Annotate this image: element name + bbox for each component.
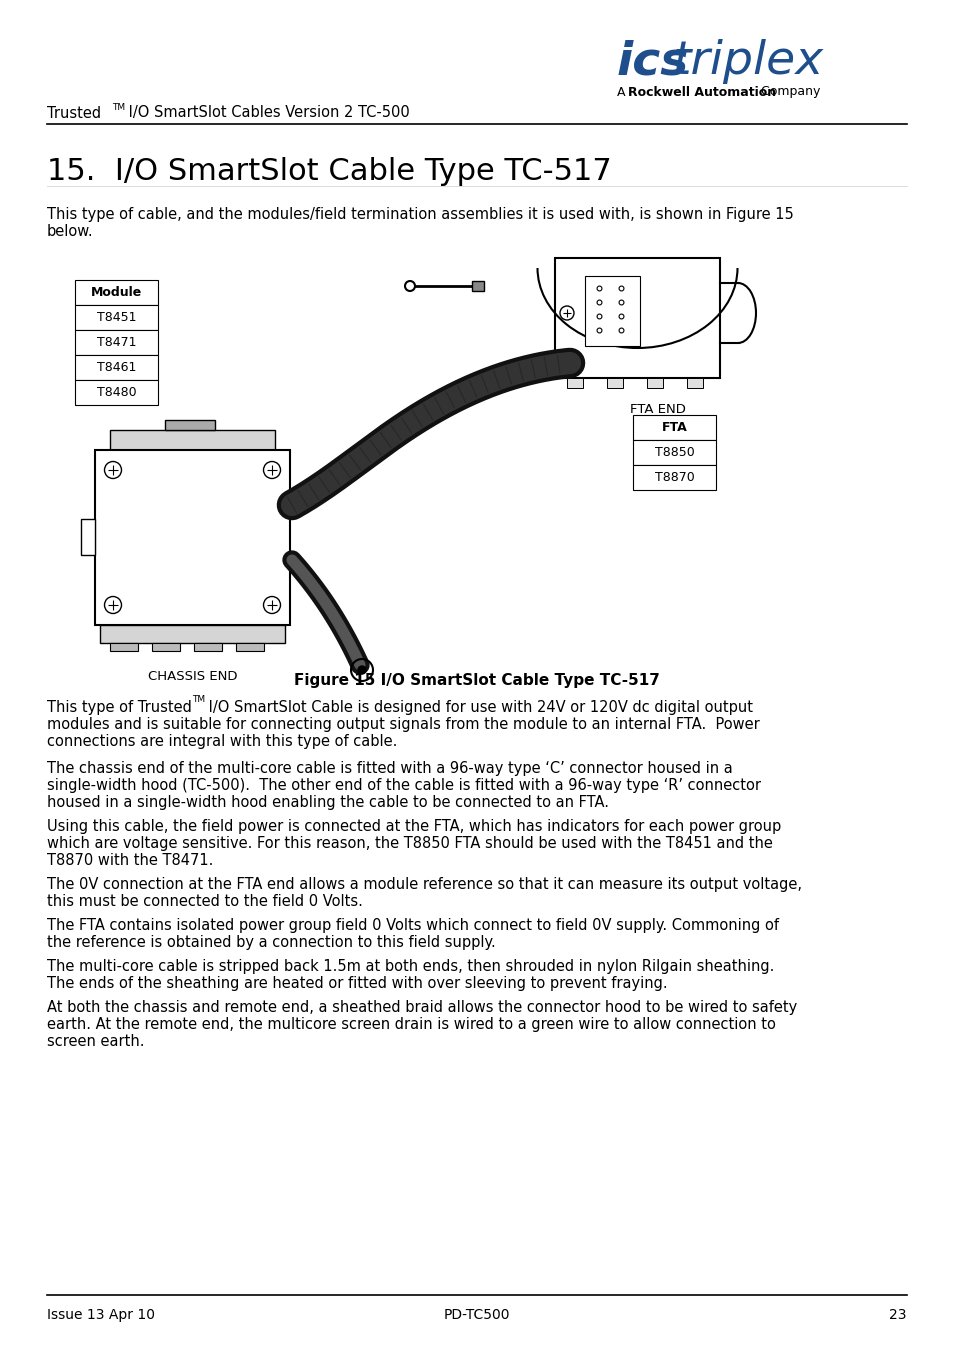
Text: The multi-core cable is stripped back 1.5m at both ends, then shrouded in nylon : The multi-core cable is stripped back 1.…: [47, 959, 774, 974]
Text: The FTA contains isolated power group field 0 Volts which connect to field 0V su: The FTA contains isolated power group fi…: [47, 917, 779, 934]
Bar: [100, 626, 285, 643]
Text: PD-TC500: PD-TC500: [443, 1308, 510, 1323]
Text: Issue 13 Apr 10: Issue 13 Apr 10: [47, 1308, 154, 1323]
Bar: [566, 378, 582, 388]
Bar: [633, 415, 716, 440]
Bar: [193, 643, 222, 651]
Text: screen earth.: screen earth.: [47, 1034, 144, 1048]
Text: Module: Module: [91, 286, 142, 299]
Bar: [95, 450, 290, 626]
Text: earth. At the remote end, the multicore screen drain is wired to a green wire to: earth. At the remote end, the multicore …: [47, 1017, 775, 1032]
Bar: [472, 281, 483, 290]
Text: Trusted: Trusted: [47, 105, 101, 120]
Text: connections are integral with this type of cable.: connections are integral with this type …: [47, 734, 397, 748]
Text: T8870: T8870: [654, 471, 694, 484]
Text: Using this cable, the field power is connected at the FTA, which has indicators : Using this cable, the field power is con…: [47, 819, 781, 834]
Text: T8471: T8471: [96, 336, 136, 349]
Text: T8461: T8461: [96, 361, 136, 374]
Bar: [235, 643, 264, 651]
Text: T8870 with the T8471.: T8870 with the T8471.: [47, 852, 213, 867]
Text: I/O SmartSlot Cable is designed for use with 24V or 120V dc digital output: I/O SmartSlot Cable is designed for use …: [204, 700, 752, 715]
Bar: [686, 378, 702, 388]
Text: ics: ics: [617, 39, 689, 85]
Bar: [110, 643, 138, 651]
Bar: [75, 305, 158, 330]
Text: Rockwell Automation: Rockwell Automation: [627, 85, 776, 99]
Text: Company: Company: [757, 85, 820, 99]
Text: FTA END: FTA END: [629, 403, 684, 416]
Bar: [152, 643, 180, 651]
Text: which are voltage sensitive. For this reason, the T8850 FTA should be used with : which are voltage sensitive. For this re…: [47, 836, 772, 851]
Text: This type of Trusted: This type of Trusted: [47, 700, 192, 715]
Text: A: A: [617, 85, 629, 99]
Text: 15.  I/O SmartSlot Cable Type TC-517: 15. I/O SmartSlot Cable Type TC-517: [47, 158, 611, 186]
Text: triplex: triplex: [672, 39, 823, 85]
Bar: [646, 378, 662, 388]
Text: T8480: T8480: [96, 386, 136, 399]
Text: modules and is suitable for connecting output signals from the module to an inte: modules and is suitable for connecting o…: [47, 717, 759, 732]
Text: The ends of the sheathing are heated or fitted with over sleeving to prevent fra: The ends of the sheathing are heated or …: [47, 975, 667, 992]
Text: I/O SmartSlot Cables Version 2 TC-500: I/O SmartSlot Cables Version 2 TC-500: [124, 105, 410, 120]
Text: housed in a single-width hood enabling the cable to be connected to an FTA.: housed in a single-width hood enabling t…: [47, 794, 608, 811]
Bar: [81, 519, 95, 555]
Text: TM: TM: [112, 103, 125, 112]
Bar: [555, 258, 720, 378]
Text: CHASSIS END: CHASSIS END: [148, 670, 237, 684]
Bar: [606, 378, 622, 388]
Text: This type of cable, and the modules/field termination assemblies it is used with: This type of cable, and the modules/fiel…: [47, 207, 793, 222]
Bar: [75, 355, 158, 380]
Bar: [110, 430, 274, 450]
Text: below.: below.: [47, 224, 93, 239]
Bar: [165, 420, 214, 430]
Text: Figure 15 I/O SmartSlot Cable Type TC-517: Figure 15 I/O SmartSlot Cable Type TC-51…: [294, 673, 659, 688]
Text: the reference is obtained by a connection to this field supply.: the reference is obtained by a connectio…: [47, 935, 496, 950]
Bar: [584, 276, 639, 346]
Text: TM: TM: [192, 694, 205, 704]
Text: T8850: T8850: [654, 446, 694, 459]
Text: The 0V connection at the FTA end allows a module reference so that it can measur: The 0V connection at the FTA end allows …: [47, 877, 801, 892]
Bar: [75, 380, 158, 405]
Text: this must be connected to the field 0 Volts.: this must be connected to the field 0 Vo…: [47, 894, 362, 909]
Text: single-width hood (TC-500).  The other end of the cable is fitted with a 96-way : single-width hood (TC-500). The other en…: [47, 778, 760, 793]
Text: The chassis end of the multi-core cable is fitted with a 96-way type ‘C’ connect: The chassis end of the multi-core cable …: [47, 761, 732, 775]
Bar: [75, 280, 158, 305]
Text: 23: 23: [888, 1308, 906, 1323]
Text: T8451: T8451: [96, 311, 136, 324]
Bar: [75, 330, 158, 355]
Text: FTA: FTA: [661, 422, 687, 434]
Text: At both the chassis and remote end, a sheathed braid allows the connector hood t: At both the chassis and remote end, a sh…: [47, 1000, 797, 1015]
Circle shape: [357, 666, 366, 674]
Bar: [633, 440, 716, 465]
Bar: [633, 465, 716, 490]
